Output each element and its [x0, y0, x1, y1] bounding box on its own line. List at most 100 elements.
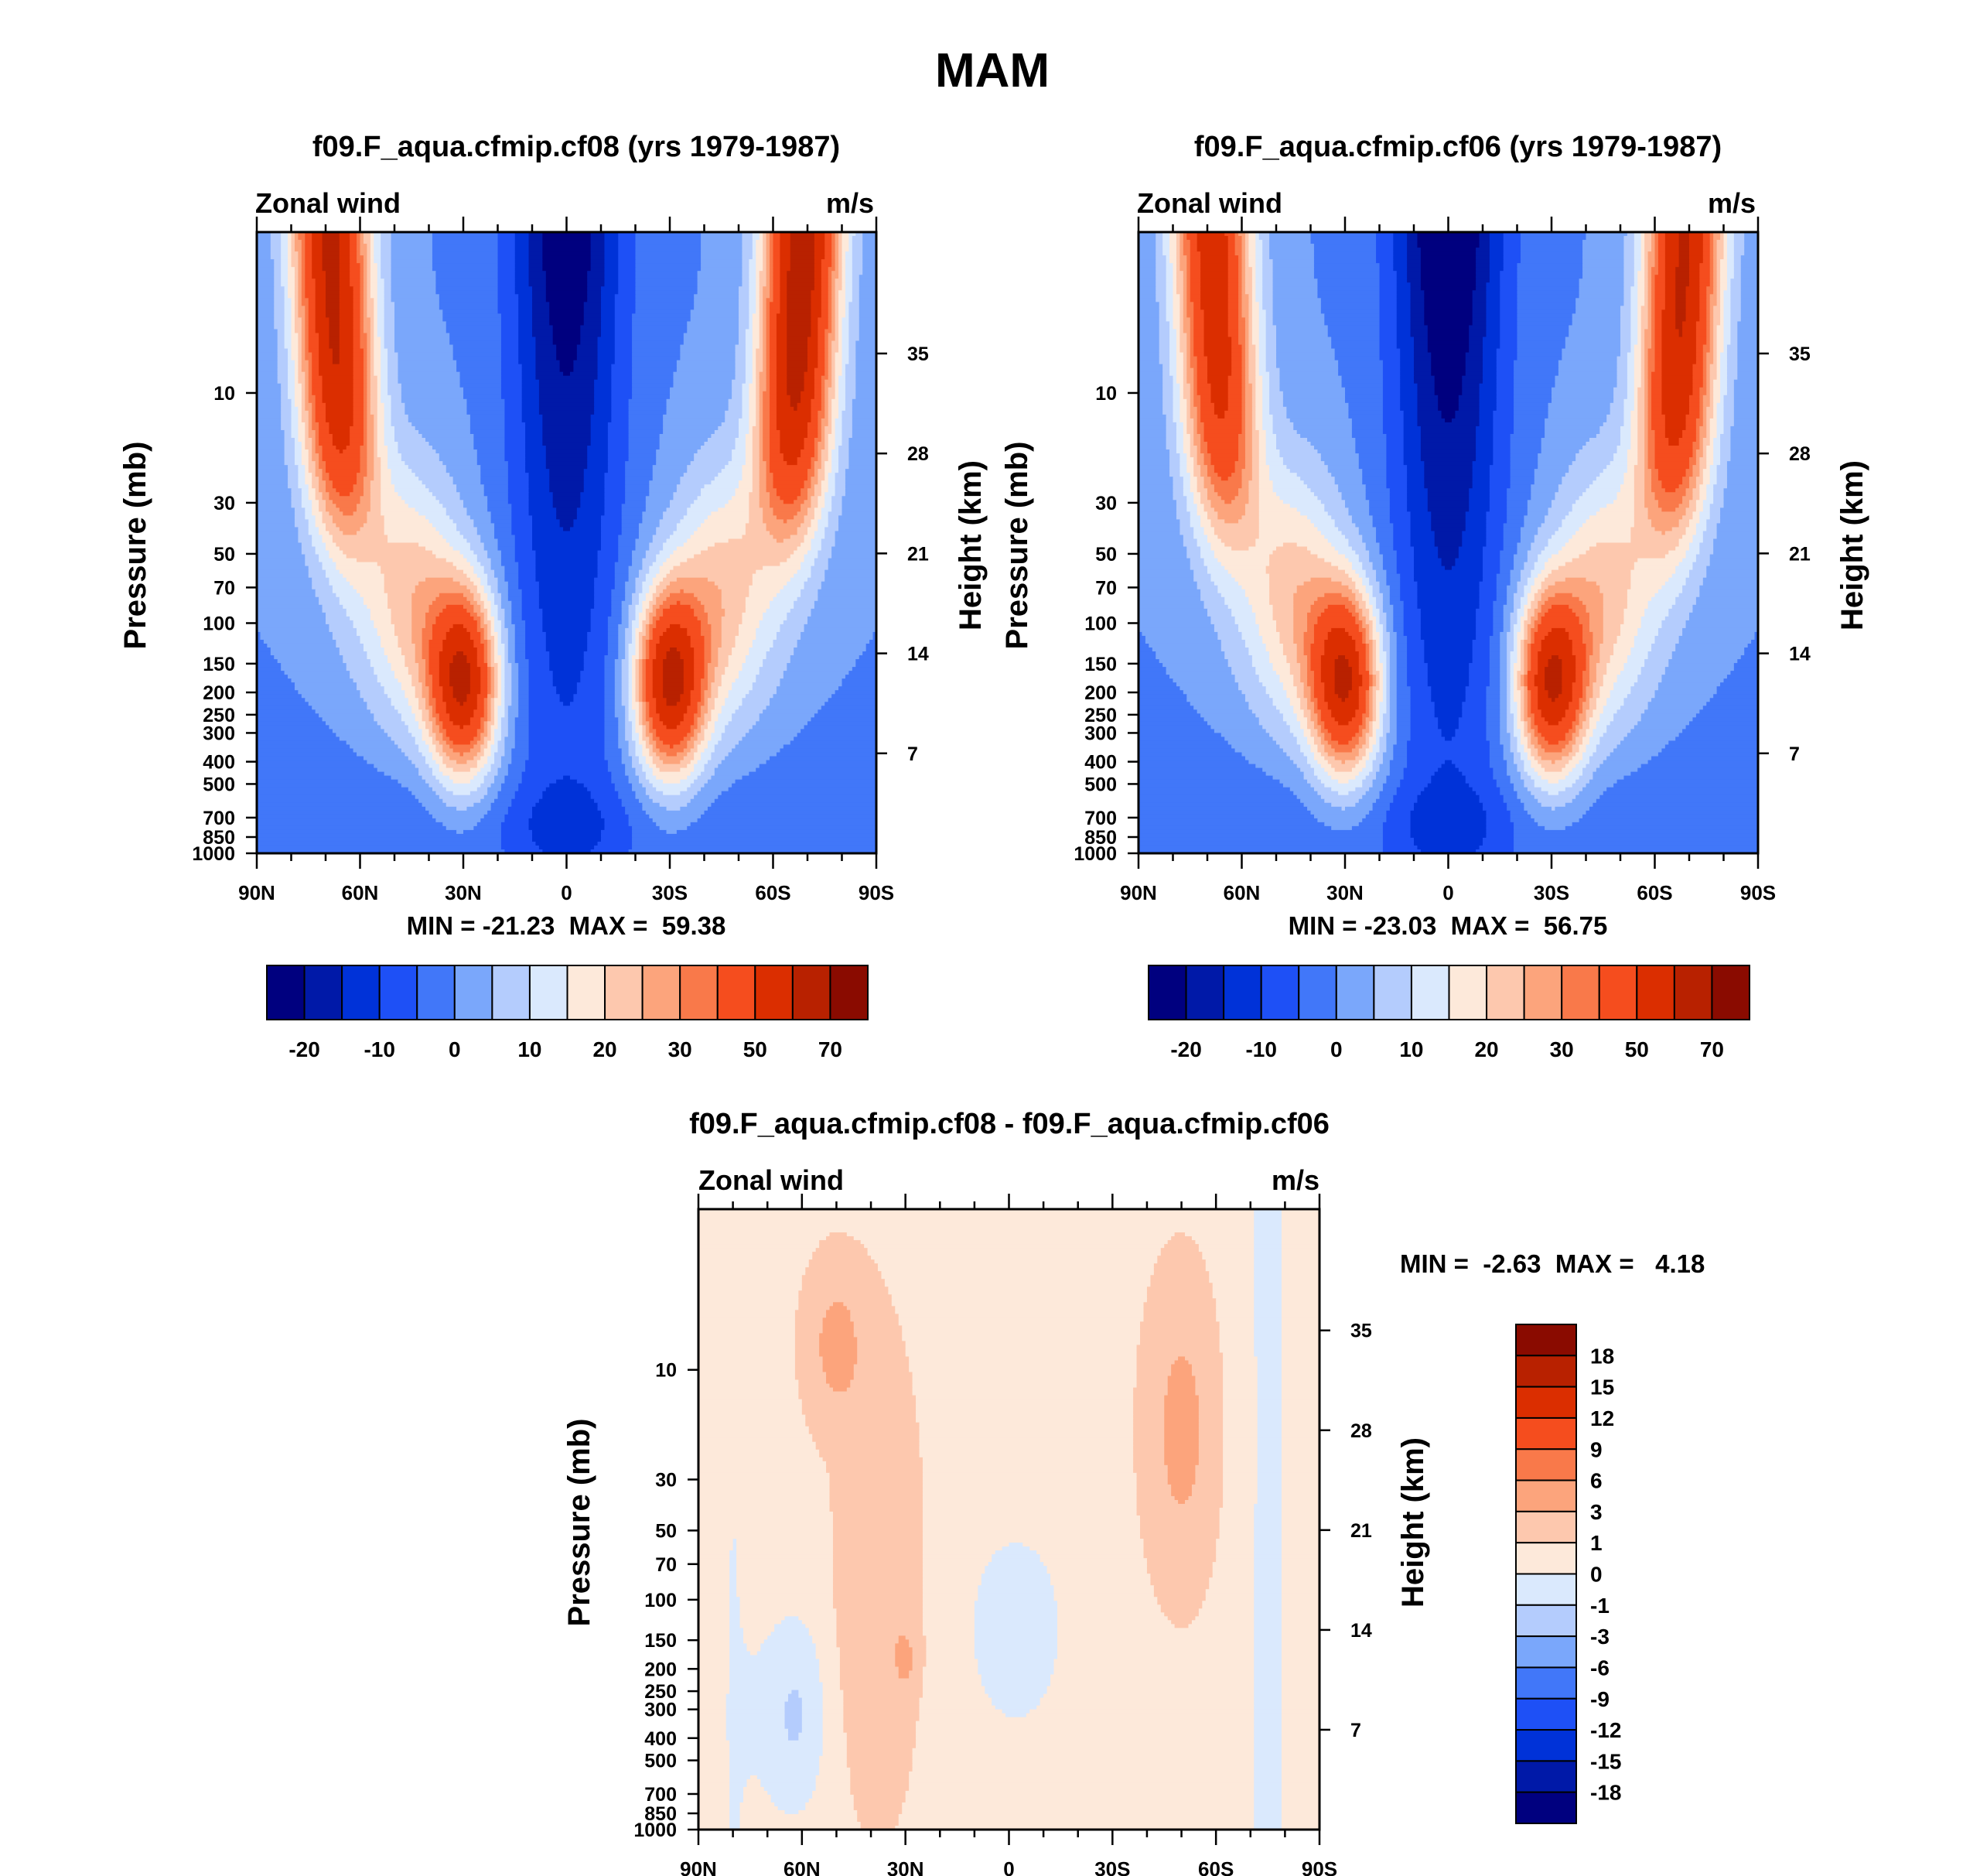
field-cell: [301, 259, 306, 264]
field-cell: [394, 437, 426, 443]
field-cell: [752, 433, 760, 439]
field-cell: [315, 519, 323, 525]
field-cell: [480, 639, 488, 644]
field-cell: [370, 278, 378, 283]
field-cell: [257, 375, 278, 381]
field-cell: [363, 492, 371, 497]
field-cell: [257, 395, 282, 400]
field-cell: [339, 302, 354, 306]
field-cell: [532, 286, 547, 291]
field-cell: [763, 437, 770, 443]
field-cell: [614, 709, 626, 714]
field-cell: [363, 410, 367, 415]
field-cell: [649, 546, 664, 552]
field-cell: [759, 313, 763, 319]
field-cell: [315, 278, 326, 283]
field-cell: [831, 418, 836, 423]
field-cell: [483, 643, 488, 648]
field-cell: [535, 569, 599, 575]
field-cell: [821, 286, 829, 291]
field-cell: [291, 263, 299, 268]
field-cell: [725, 418, 739, 423]
field-cell: [312, 507, 319, 512]
field-cell: [312, 449, 316, 454]
field-cell: [422, 651, 430, 656]
field-cell: [308, 391, 312, 396]
field-cell: [411, 709, 423, 714]
field-cell: [824, 251, 832, 256]
field-cell: [656, 643, 691, 648]
field-cell: [500, 562, 519, 567]
field-cell: [483, 616, 488, 621]
field-cell: [770, 356, 777, 361]
field-cell: [257, 477, 288, 481]
field-cell: [507, 465, 526, 470]
field-cell: [490, 562, 502, 567]
field-cell: [391, 255, 433, 260]
field-cell: [326, 406, 354, 412]
field-cell: [790, 402, 798, 408]
field-cell: [260, 631, 333, 637]
field-cell: [521, 375, 537, 381]
field-cell: [628, 655, 633, 660]
field-cell: [350, 616, 371, 621]
field-cell: [735, 437, 746, 443]
field-cell: [656, 449, 698, 454]
field-cell: [391, 294, 440, 299]
field-cell: [666, 573, 753, 579]
field-cell: [670, 500, 695, 504]
field-cell: [766, 352, 770, 357]
field-cell: [391, 480, 423, 485]
field-cell: [353, 329, 361, 334]
field-cell: [435, 271, 499, 275]
field-cell: [480, 596, 488, 602]
field-cell: [770, 414, 777, 419]
field-cell: [463, 593, 474, 598]
field-cell: [859, 298, 877, 302]
field-cell: [835, 232, 839, 237]
field-cell: [270, 232, 282, 237]
field-cell: [770, 410, 777, 415]
field-cell: [732, 686, 753, 691]
field-cell: [538, 596, 595, 602]
field-cell: [294, 395, 302, 400]
field-cell: [442, 309, 499, 314]
field-cell: [824, 391, 829, 396]
field-cell: [790, 259, 815, 264]
field-cell: [483, 713, 488, 718]
field-cell: [594, 402, 612, 408]
field-cell: [770, 371, 777, 377]
field-cell: [357, 259, 364, 264]
field-cell: [408, 702, 419, 706]
field-cell: [590, 251, 606, 256]
field-cell: [377, 406, 385, 412]
field-cell: [500, 329, 519, 334]
field-cell: [759, 418, 763, 423]
field-cell: [466, 511, 492, 516]
field-cell: [649, 589, 657, 594]
field-cell: [483, 620, 492, 625]
field-cell: [811, 504, 818, 508]
field-cell: [552, 340, 581, 346]
field-cell: [628, 702, 633, 706]
field-cell: [801, 391, 815, 396]
field-cell: [500, 337, 519, 342]
field-cell: [604, 275, 619, 279]
field-cell: [370, 709, 399, 714]
field-cell: [274, 309, 285, 314]
field-cell: [490, 627, 495, 633]
field-cell: [322, 566, 336, 571]
field-cell: [814, 375, 822, 381]
field-cell: [580, 500, 606, 504]
field-cell: [507, 655, 516, 660]
field-cell: [828, 523, 839, 528]
field-cell: [500, 340, 519, 346]
field-cell: [521, 616, 543, 621]
field-cell: [360, 325, 364, 330]
field-cell: [628, 604, 637, 610]
field-cell: [739, 631, 756, 637]
field-cell: [848, 333, 860, 338]
field-cell: [614, 678, 623, 683]
field-cell: [308, 298, 316, 302]
field-cell: [370, 367, 374, 373]
